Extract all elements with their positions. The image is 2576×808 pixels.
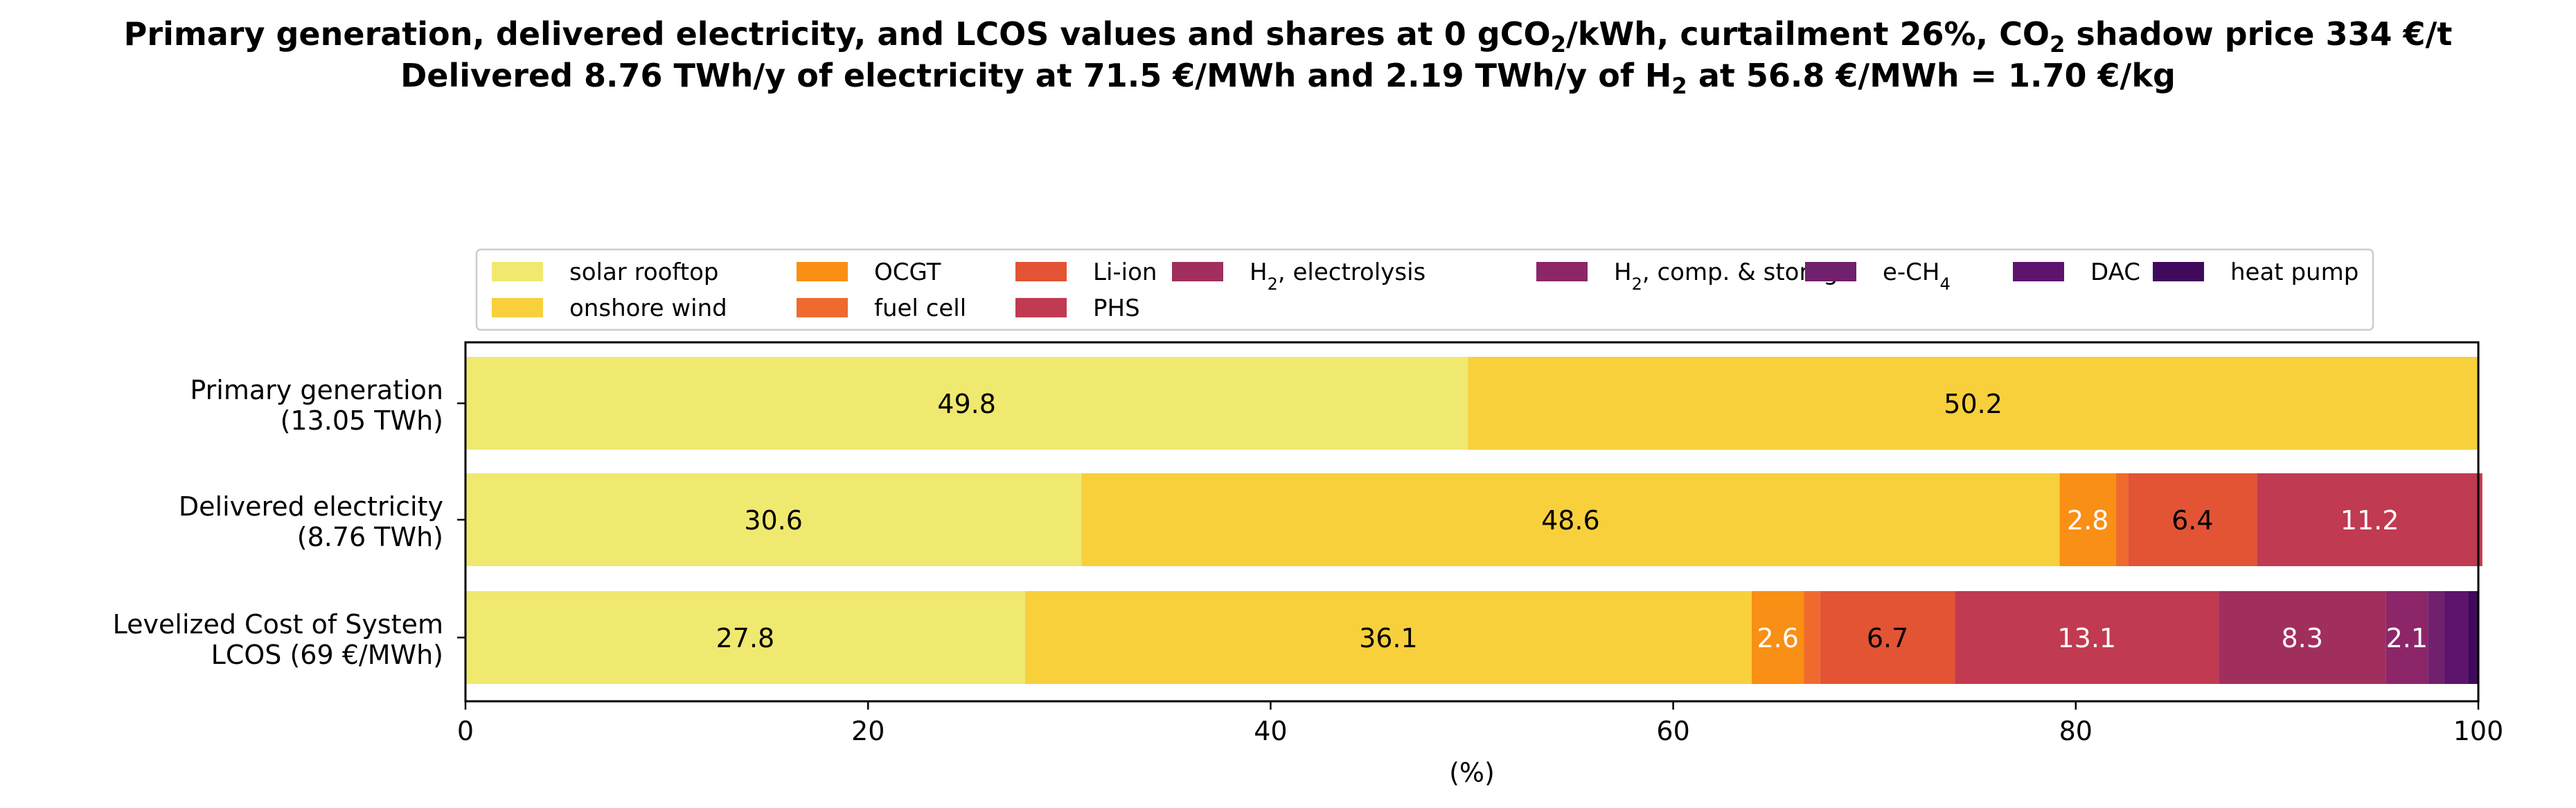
legend-label-phs: PHS <box>1093 295 1140 322</box>
bar-levelized-cost-of-system-li-ion <box>1820 591 1955 684</box>
title1-sub-b: 2 <box>1550 31 1566 58</box>
bar-levelized-cost-of-system-onshore-wind <box>1024 591 1752 684</box>
legend-swatch-e-ch <box>1805 262 1856 281</box>
legend-swatch-fuel-cell <box>797 298 848 317</box>
bar-levelized-cost-of-system-e-ch <box>2428 591 2444 684</box>
plot-frame <box>464 341 2480 703</box>
x-axis-label: (%) <box>1449 757 1495 788</box>
legend-label-solar-rooftop: solar rooftop <box>569 258 719 286</box>
legend-label-li-ion: Li-ion <box>1093 258 1157 286</box>
y-tick-label-primary-generation: Primary generation (13.05 TWh) <box>190 375 443 436</box>
data-label-delivered-electricity-onshore-wind: 48.6 <box>1541 505 1600 536</box>
title2-part-c: at 56.8 €/MWh = 1.70 €/kg <box>1687 57 2176 94</box>
legend-swatch-heat-pump <box>2153 262 2204 281</box>
legend-label-fuel-cell: fuel cell <box>874 295 966 322</box>
legend-swatch-ocgt <box>797 262 848 281</box>
legend-swatch-h-comp-storage <box>1536 262 1588 281</box>
data-label-primary-generation-onshore-wind: 50.2 <box>1944 389 2002 419</box>
x-tick-label-20: 20 <box>851 716 885 746</box>
data-label-levelized-cost-of-system-h-comp-storage: 2.1 <box>2386 623 2428 653</box>
bar-levelized-cost-of-system-solar-rooftop <box>465 591 1025 684</box>
legend-label-h-electrolysis: H2, electrolysis <box>1250 258 1425 294</box>
title1-part-e: shadow price 334 €/t <box>2065 15 2453 53</box>
x-tick-label-0: 0 <box>457 716 474 746</box>
data-label-delivered-electricity-phs: 11.2 <box>2340 505 2399 536</box>
bar-primary-generation-solar-rooftop <box>465 357 1468 450</box>
x-tick-label-40: 40 <box>1254 716 1287 746</box>
y-tick-label-delivered-electricity: Delivered electricity (8.76 TWh) <box>179 491 443 552</box>
title1-sub-d: 2 <box>2049 31 2066 58</box>
legend-swatch-onshore-wind <box>492 298 543 317</box>
data-label-delivered-electricity-li-ion: 6.4 <box>2171 505 2213 536</box>
legend-swatch-h-electrolysis <box>1172 262 1223 281</box>
data-label-levelized-cost-of-system-phs: 13.1 <box>2057 623 2116 653</box>
chart-title-line-2: Delivered 8.76 TWh/y of electricity at 7… <box>0 57 2576 99</box>
bar-levelized-cost-of-system-h-comp-storage <box>2386 591 2428 684</box>
x-tick-label-100: 100 <box>2453 716 2504 746</box>
y-tick-label-levelized-cost-of-system: Levelized Cost of System LCOS (69 €/MWh) <box>113 609 443 670</box>
data-label-delivered-electricity-ocgt: 2.8 <box>2067 505 2108 536</box>
bar-delivered-electricity-onshore-wind <box>1081 473 2060 566</box>
bar-levelized-cost-of-system-fuel-cell <box>1804 591 1820 684</box>
legend-swatch-li-ion <box>1015 262 1067 281</box>
data-label-delivered-electricity-solar-rooftop: 30.6 <box>744 505 803 536</box>
title1-part-c: /kWh, curtailment 26%, CO <box>1566 15 2050 53</box>
bar-delivered-electricity-ocgt <box>2059 473 2116 566</box>
legend-label-heat-pump: heat pump <box>2230 258 2359 286</box>
legend-label-dac: DAC <box>2090 258 2140 286</box>
bar-delivered-electricity-li-ion <box>2128 473 2257 566</box>
data-label-primary-generation-solar-rooftop: 49.8 <box>937 389 996 419</box>
title2-part-a: Delivered 8.76 TWh/y of electricity at 7… <box>400 57 1672 94</box>
legend-box <box>475 248 2374 331</box>
legend-swatch-dac <box>2013 262 2064 281</box>
legend-label-ocgt: OCGT <box>874 258 941 286</box>
title1-part-a: Primary generation, delivered electricit… <box>123 15 1551 53</box>
data-label-levelized-cost-of-system-solar-rooftop: 27.8 <box>716 623 775 653</box>
bar-delivered-electricity-solar-rooftop <box>465 473 1082 566</box>
title2-sub-b: 2 <box>1671 73 1687 100</box>
legend-swatch-solar-rooftop <box>492 262 543 281</box>
data-label-levelized-cost-of-system-h-electrolysis: 8.3 <box>2282 623 2323 653</box>
data-label-levelized-cost-of-system-li-ion: 6.7 <box>1867 623 1908 653</box>
bar-primary-generation-onshore-wind <box>1468 357 2478 450</box>
bar-levelized-cost-of-system-dac <box>2444 591 2469 684</box>
data-label-levelized-cost-of-system-ocgt: 2.6 <box>1757 623 1798 653</box>
bar-levelized-cost-of-system-ocgt <box>1751 591 1804 684</box>
bar-delivered-electricity-fuel-cell <box>2115 473 2129 566</box>
x-tick-label-80: 80 <box>2059 716 2093 746</box>
bar-levelized-cost-of-system-heat-pump <box>2468 591 2478 684</box>
legend-swatch-phs <box>1015 298 1067 317</box>
bar-levelized-cost-of-system-h-electrolysis <box>2219 591 2386 684</box>
legend-label-e-ch: e-CH4 <box>1883 258 1951 294</box>
bar-delivered-electricity-phs <box>2257 473 2482 566</box>
data-label-levelized-cost-of-system-onshore-wind: 36.1 <box>1359 623 1418 653</box>
chart-title-line-1: Primary generation, delivered electricit… <box>0 15 2576 58</box>
x-tick-label-60: 60 <box>1656 716 1689 746</box>
bar-levelized-cost-of-system-phs <box>1955 591 2219 684</box>
legend-label-onshore-wind: onshore wind <box>569 295 727 322</box>
